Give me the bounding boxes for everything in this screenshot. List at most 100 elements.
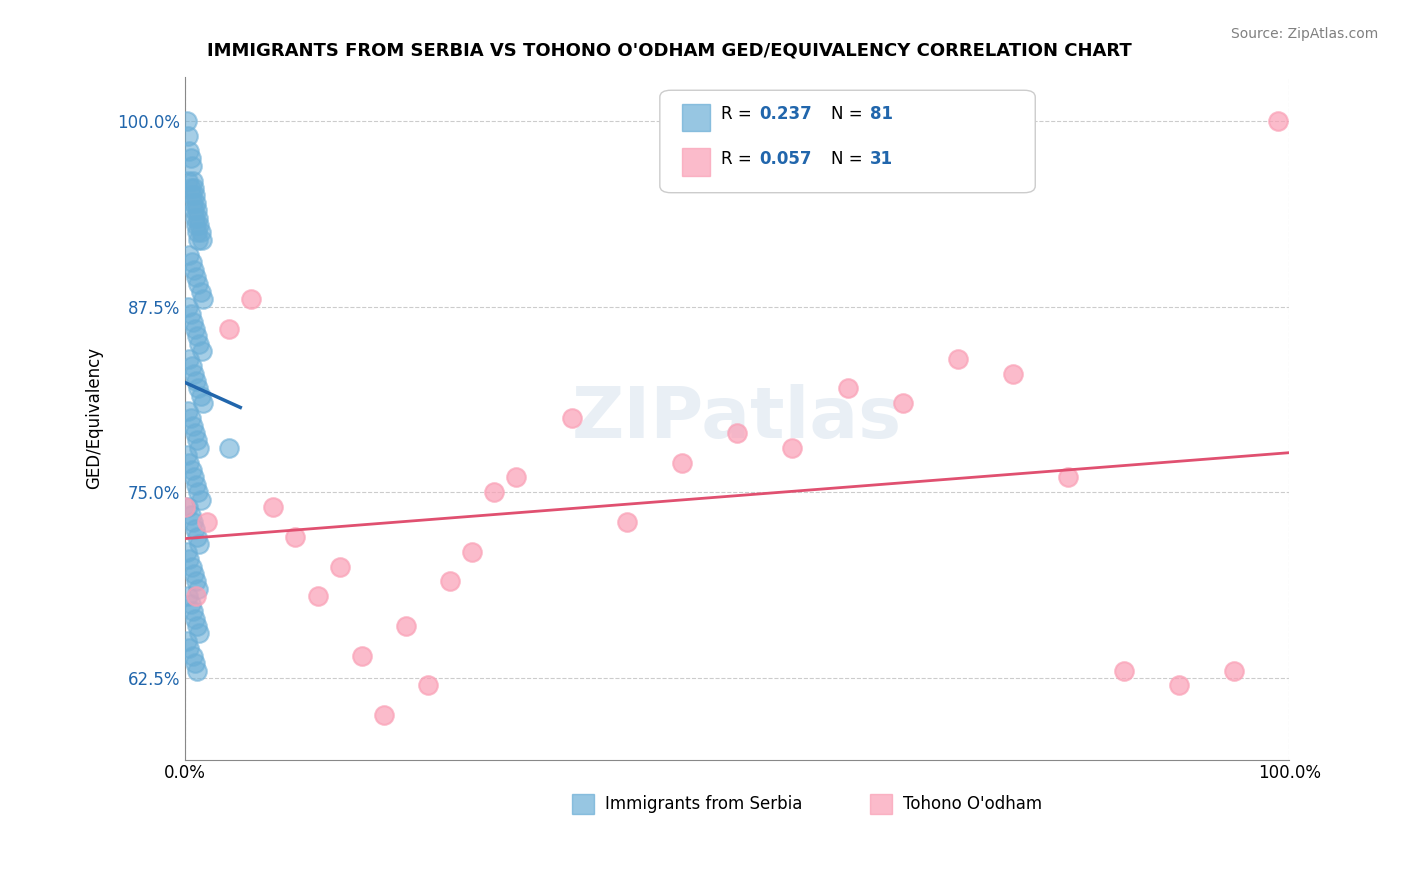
- Point: [782, 441, 804, 455]
- Point: [176, 114, 198, 128]
- Point: [183, 181, 205, 195]
- Point: [174, 500, 197, 515]
- Point: [1112, 664, 1135, 678]
- Text: Tohono O'odham: Tohono O'odham: [903, 795, 1042, 813]
- Point: [186, 226, 208, 240]
- Point: [186, 664, 208, 678]
- Point: [184, 425, 207, 440]
- Point: [181, 515, 204, 529]
- Text: 31: 31: [870, 150, 893, 168]
- Point: [184, 188, 207, 202]
- Point: [179, 144, 201, 158]
- Point: [187, 233, 209, 247]
- Point: [184, 478, 207, 492]
- Point: [190, 492, 212, 507]
- Point: [186, 203, 208, 218]
- Point: [186, 329, 208, 343]
- Point: [218, 322, 240, 336]
- Point: [181, 418, 204, 433]
- Point: [179, 641, 201, 656]
- Point: [184, 322, 207, 336]
- Text: 0.237: 0.237: [759, 105, 811, 123]
- Point: [180, 188, 202, 202]
- Text: Immigrants from Serbia: Immigrants from Serbia: [605, 795, 801, 813]
- Point: [1057, 470, 1080, 484]
- Point: [187, 582, 209, 596]
- Point: [180, 508, 202, 522]
- Y-axis label: GED/Equivalency: GED/Equivalency: [86, 347, 103, 489]
- Point: [190, 344, 212, 359]
- Point: [176, 545, 198, 559]
- Point: [180, 359, 202, 373]
- Point: [395, 619, 418, 633]
- Text: N =: N =: [831, 105, 868, 123]
- Point: [350, 648, 373, 663]
- Point: [184, 270, 207, 285]
- Text: Source: ZipAtlas.com: Source: ZipAtlas.com: [1230, 27, 1378, 41]
- Point: [181, 173, 204, 187]
- Point: [179, 456, 201, 470]
- Point: [307, 589, 329, 603]
- Point: [180, 151, 202, 165]
- Point: [188, 441, 211, 455]
- Point: [181, 604, 204, 618]
- Point: [616, 515, 638, 529]
- Bar: [682, 148, 710, 176]
- Point: [187, 277, 209, 292]
- Point: [671, 456, 693, 470]
- Text: R =: R =: [720, 105, 756, 123]
- Point: [180, 307, 202, 321]
- Bar: [870, 794, 891, 814]
- Text: R =: R =: [720, 150, 756, 168]
- Text: ZIPatlas: ZIPatlas: [572, 384, 903, 452]
- Point: [1167, 678, 1189, 692]
- Point: [180, 411, 202, 425]
- Point: [946, 351, 969, 366]
- Point: [484, 485, 506, 500]
- Point: [725, 425, 748, 440]
- Point: [191, 293, 214, 307]
- Point: [179, 248, 201, 262]
- Point: [195, 515, 218, 529]
- Point: [188, 626, 211, 640]
- Point: [186, 434, 208, 448]
- Point: [184, 211, 207, 225]
- Point: [190, 389, 212, 403]
- Point: [180, 597, 202, 611]
- Point: [190, 226, 212, 240]
- Point: [183, 262, 205, 277]
- Point: [218, 441, 240, 455]
- Point: [177, 589, 200, 603]
- Point: [184, 374, 207, 388]
- Point: [179, 552, 201, 566]
- Point: [184, 218, 207, 232]
- Text: IMMIGRANTS FROM SERBIA VS TOHONO O'ODHAM GED/EQUIVALENCY CORRELATION CHART: IMMIGRANTS FROM SERBIA VS TOHONO O'ODHAM…: [207, 42, 1132, 60]
- Point: [188, 218, 211, 232]
- Point: [416, 678, 439, 692]
- Point: [180, 255, 202, 269]
- Point: [177, 500, 200, 515]
- Point: [177, 403, 200, 417]
- Point: [461, 545, 484, 559]
- Point: [184, 574, 207, 589]
- Point: [187, 485, 209, 500]
- Point: [180, 181, 202, 195]
- Bar: [682, 103, 710, 131]
- Point: [180, 159, 202, 173]
- Point: [179, 351, 201, 366]
- Point: [505, 470, 527, 484]
- Point: [837, 381, 859, 395]
- Point: [187, 381, 209, 395]
- Point: [184, 523, 207, 537]
- FancyBboxPatch shape: [659, 90, 1035, 193]
- Point: [188, 336, 211, 351]
- Point: [560, 411, 582, 425]
- Point: [190, 233, 212, 247]
- Text: 81: 81: [870, 105, 893, 123]
- Point: [181, 195, 204, 210]
- Point: [891, 396, 914, 410]
- Point: [177, 173, 200, 187]
- Point: [191, 396, 214, 410]
- Point: [183, 470, 205, 484]
- Point: [188, 537, 211, 551]
